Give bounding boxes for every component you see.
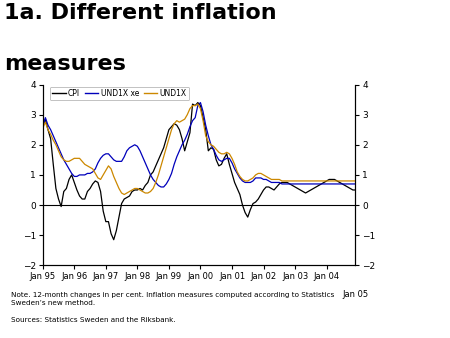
Text: Sources: Statistics Sweden and the Riksbank.: Sources: Statistics Sweden and the Riksb… bbox=[11, 317, 176, 323]
Text: 1a. Different inflation: 1a. Different inflation bbox=[4, 3, 277, 23]
Text: Jan 05: Jan 05 bbox=[342, 290, 369, 299]
Text: measures: measures bbox=[4, 54, 126, 74]
Text: RIKSBANK: RIKSBANK bbox=[383, 46, 415, 51]
Text: SVERIGES: SVERIGES bbox=[384, 27, 414, 32]
Text: Note. 12-month changes in per cent. Inflation measures computed according to Sta: Note. 12-month changes in per cent. Infl… bbox=[11, 292, 335, 306]
Legend: CPI, UND1X xe, UND1X: CPI, UND1X xe, UND1X bbox=[50, 87, 189, 100]
